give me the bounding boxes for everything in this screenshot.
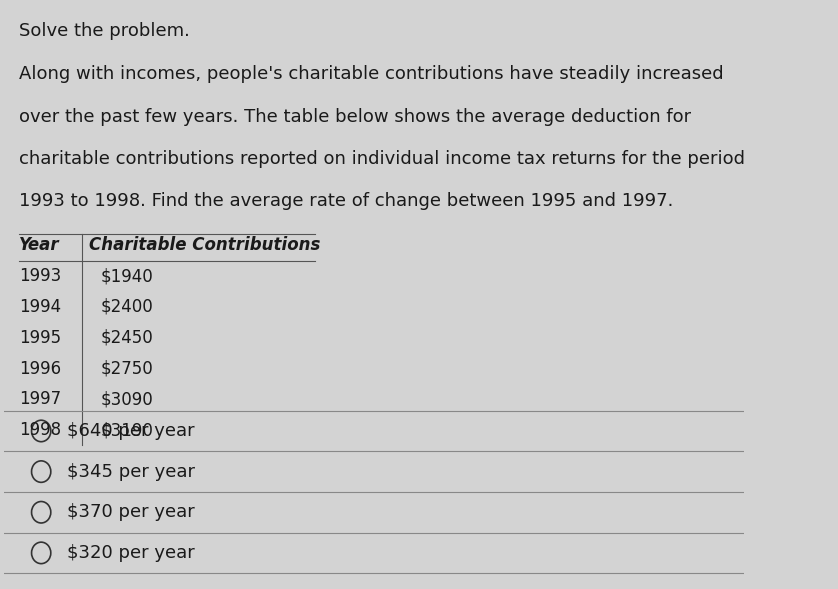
Text: charitable contributions reported on individual income tax returns for the perio: charitable contributions reported on ind… [19, 150, 745, 168]
Text: 1993 to 1998. Find the average rate of change between 1995 and 1997.: 1993 to 1998. Find the average rate of c… [19, 192, 674, 210]
Text: 1998: 1998 [19, 421, 61, 439]
Text: $345 per year: $345 per year [67, 462, 195, 481]
Text: 1993: 1993 [19, 267, 61, 285]
Text: $2750: $2750 [101, 359, 153, 378]
Text: $3090: $3090 [101, 391, 153, 408]
Text: 1997: 1997 [19, 391, 61, 408]
Text: $320 per year: $320 per year [67, 544, 194, 562]
Text: 1995: 1995 [19, 329, 61, 347]
Text: Solve the problem.: Solve the problem. [19, 22, 190, 39]
Text: 1996: 1996 [19, 359, 61, 378]
Text: over the past few years. The table below shows the average deduction for: over the past few years. The table below… [19, 108, 691, 125]
Text: $370 per year: $370 per year [67, 503, 194, 521]
Text: $2450: $2450 [101, 329, 153, 347]
Text: $640 per year: $640 per year [67, 422, 194, 440]
Text: Charitable Contributions: Charitable Contributions [90, 236, 321, 254]
Text: Along with incomes, people's charitable contributions have steadily increased: Along with incomes, people's charitable … [19, 65, 723, 83]
Text: Year: Year [19, 236, 59, 254]
Text: $2400: $2400 [101, 298, 153, 316]
Text: $3190: $3190 [101, 421, 153, 439]
Text: 1994: 1994 [19, 298, 61, 316]
Text: $1940: $1940 [101, 267, 153, 285]
